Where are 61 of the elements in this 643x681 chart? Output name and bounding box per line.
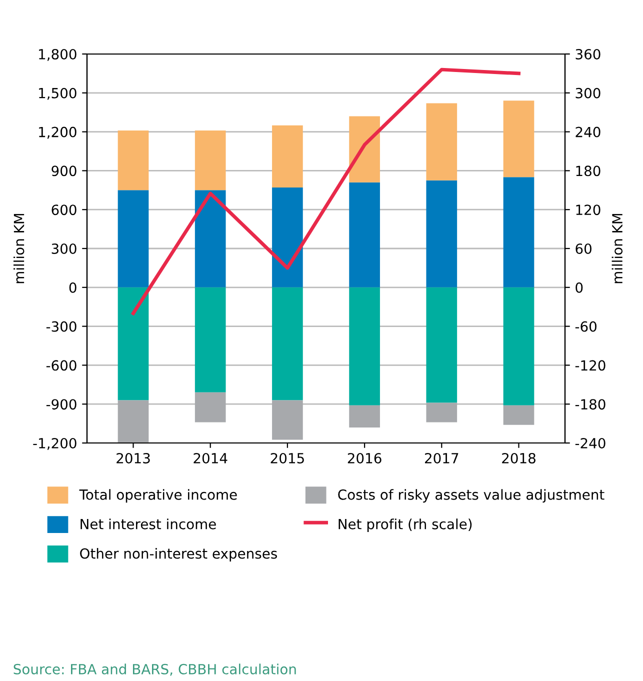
bar [349, 182, 380, 288]
x-tick-label: 2016 [348, 452, 382, 464]
bar [426, 402, 458, 422]
x-tick-label: 2013 [116, 452, 150, 464]
x-tick-label: 2017 [424, 452, 458, 464]
bar [503, 405, 534, 425]
bar [503, 100, 534, 178]
bar [349, 405, 380, 428]
y-tick-label: 1,500 [39, 88, 76, 100]
y-tick-label: 600 [52, 204, 76, 216]
bar [503, 177, 534, 288]
bar [272, 125, 303, 188]
bar [349, 287, 380, 406]
bar [118, 400, 149, 443]
bar [194, 190, 226, 288]
line-series [132, 68, 520, 316]
y2-tick-label: 240 [576, 126, 600, 138]
bar [194, 392, 226, 422]
y-axis-title: million KM [14, 214, 24, 284]
y-tick-label: 1,800 [39, 48, 76, 61]
x-tick-label: 2015 [270, 452, 304, 464]
y-tick-label: 300 [52, 243, 76, 254]
y2-tick-label: 0 [576, 282, 583, 293]
bar [272, 287, 303, 400]
bar [426, 180, 458, 288]
y2-tick-label: -180 [575, 399, 606, 410]
y2-tick-label: 300 [576, 88, 600, 98]
y-tick-label: -900 [46, 399, 76, 410]
bar [349, 116, 380, 182]
legend-label: Net interest income [80, 518, 216, 530]
x-tick-label: 2018 [502, 452, 536, 464]
y2-tick-label: -240 [575, 438, 606, 448]
legend-label: Total operative income [79, 489, 237, 503]
y2-axis-title: million KM [612, 214, 623, 284]
legend-label: Other non-interest expenses [80, 548, 277, 562]
y-tick-label: -600 [46, 360, 76, 371]
bar [118, 287, 149, 400]
y2-tick-label: -120 [575, 360, 606, 371]
y-tick-label: 900 [52, 166, 76, 176]
x-tick-label: 2014 [194, 452, 228, 464]
y-tick-label: -300 [46, 321, 76, 332]
bar [194, 130, 226, 190]
y-tick-label: 1,200 [39, 126, 76, 139]
legend-label: Net profit (rh scale) [338, 518, 472, 532]
bar [426, 287, 458, 403]
y2-tick-label: 180 [576, 166, 600, 176]
y2-tick-label: -60 [575, 321, 596, 332]
bar [272, 400, 303, 440]
y2-tick-label: 60 [576, 243, 592, 254]
bar [426, 103, 458, 180]
y-tick-label: -1,200 [33, 438, 76, 450]
legend-label: Costs of risky assets value adjustment [338, 489, 604, 503]
source-note: Source: FBA and BARS, CBBH calculation [14, 664, 296, 676]
y2-tick-label: 120 [576, 204, 600, 216]
y2-tick-label: 360 [576, 48, 600, 60]
bar [118, 130, 149, 190]
bar [118, 190, 149, 288]
bar [194, 287, 226, 392]
y-tick-label: 0 [69, 282, 76, 293]
bar [272, 188, 303, 288]
bar [503, 287, 534, 406]
